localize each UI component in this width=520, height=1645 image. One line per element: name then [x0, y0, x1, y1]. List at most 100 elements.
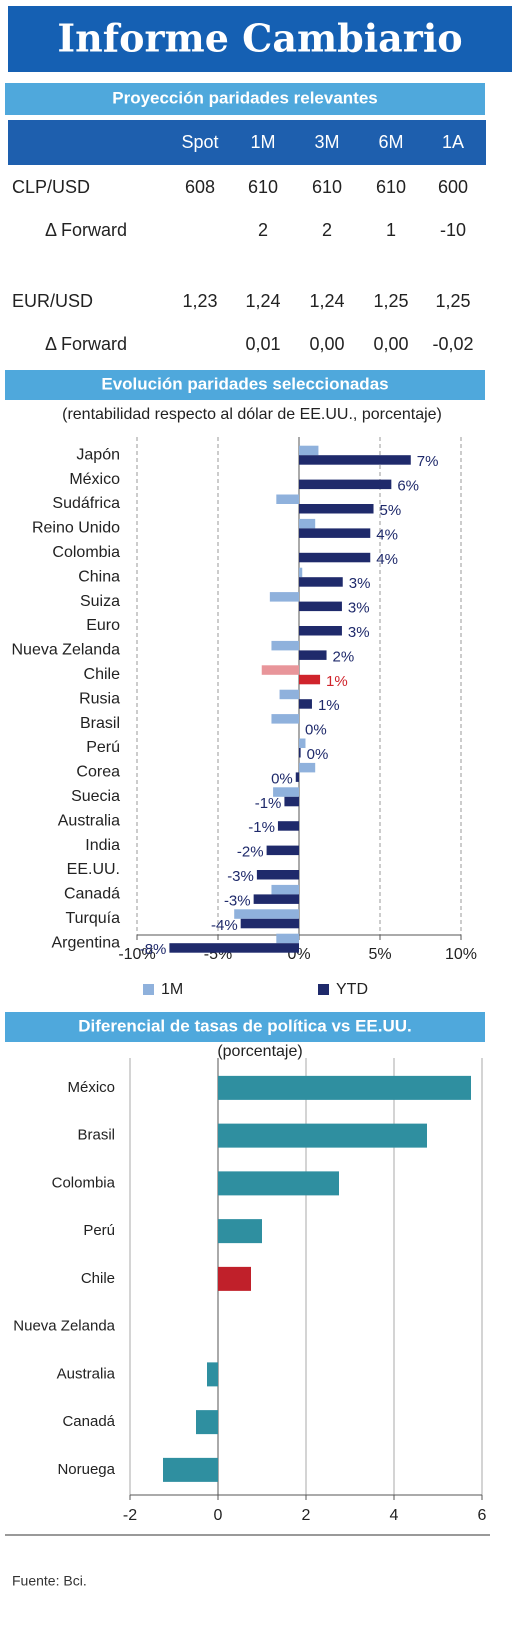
bar — [299, 504, 374, 514]
x-tick-label: 0 — [214, 1507, 223, 1524]
bar — [163, 1457, 218, 1482]
bar — [284, 796, 299, 807]
value-label: 6% — [397, 478, 419, 495]
cell: 2 — [322, 220, 332, 240]
bar — [299, 738, 306, 748]
bar — [276, 933, 299, 944]
category-label: Chile — [84, 666, 121, 683]
bar — [218, 1123, 427, 1148]
category-label: Chile — [81, 1270, 115, 1287]
row-label: Δ Forward — [45, 334, 127, 354]
header-box — [8, 6, 512, 72]
bar — [218, 1075, 471, 1100]
value-label: 3% — [348, 624, 370, 641]
value-label: 0% — [307, 746, 329, 763]
bar — [261, 665, 299, 675]
category-label: Australia — [57, 1365, 116, 1382]
value-label: 3% — [349, 575, 371, 592]
bar — [299, 577, 343, 587]
bar — [269, 592, 299, 602]
bar — [266, 845, 299, 856]
column-header: 1M — [250, 132, 275, 152]
cell: 0,01 — [245, 334, 280, 354]
column-header: 6M — [378, 132, 403, 152]
bar — [271, 884, 299, 895]
category-label: Argentina — [52, 934, 121, 951]
bar — [271, 640, 299, 651]
category-label: Colombia — [52, 1174, 116, 1191]
value-label: -3% — [227, 868, 254, 885]
cell: 0,00 — [309, 334, 344, 354]
table-title: Proyección paridades relevantes — [112, 88, 378, 107]
bar — [299, 567, 303, 578]
category-label: Corea — [76, 764, 120, 781]
column-header: Spot — [181, 132, 218, 152]
bar — [299, 528, 371, 538]
cell: 608 — [185, 177, 215, 197]
cell: 0,00 — [373, 334, 408, 354]
category-label: India — [85, 837, 120, 854]
chart-subtitle: (rentabilidad respecto al dólar de EE.UU… — [62, 406, 442, 423]
bar — [169, 943, 299, 953]
x-tick-label: -2 — [123, 1507, 137, 1524]
legend-label: 1M — [161, 981, 183, 998]
category-label: Canadá — [64, 886, 120, 903]
value-label: 0% — [271, 770, 293, 787]
category-label: Nueva Zelanda — [13, 1318, 115, 1335]
cell: 1,25 — [435, 291, 470, 311]
x-tick-label: 6 — [478, 1507, 487, 1524]
bar — [218, 1266, 251, 1291]
value-label: -4% — [211, 917, 238, 934]
value-label: -8% — [140, 941, 167, 958]
bar — [279, 689, 299, 700]
x-tick-label: 10% — [445, 946, 477, 963]
value-label: -1% — [255, 795, 282, 812]
bar — [234, 909, 299, 919]
column-header: 3M — [314, 132, 339, 152]
value-label: -3% — [224, 892, 251, 909]
cell: 610 — [312, 177, 342, 197]
value-label: -2% — [237, 844, 264, 861]
bar — [276, 494, 299, 504]
row-label: EUR/USD — [12, 291, 93, 311]
cell: -0,02 — [432, 334, 473, 354]
cell: 1,23 — [182, 291, 217, 311]
bar — [299, 479, 392, 490]
table-title-band — [5, 83, 485, 115]
category-label: Brasil — [80, 715, 120, 732]
category-label: Australia — [58, 812, 120, 829]
bar — [299, 699, 312, 709]
cell: 1,24 — [309, 291, 344, 311]
bar — [299, 518, 316, 529]
value-label: 3% — [348, 600, 370, 617]
x-tick-label: 2 — [302, 1507, 311, 1524]
category-label: México — [67, 1079, 115, 1096]
bar — [273, 787, 299, 797]
header-title: Informe Cambiario — [57, 16, 462, 61]
category-label: China — [78, 568, 120, 585]
value-label: 2% — [333, 648, 355, 665]
category-label: Japón — [76, 446, 120, 463]
category-label: Euro — [86, 617, 120, 634]
chart-title: Diferencial de tasas de política vs EE.U… — [78, 1016, 412, 1035]
legend-swatch — [318, 984, 329, 995]
x-tick-label: 4 — [390, 1507, 399, 1524]
category-label: Suiza — [80, 593, 120, 610]
category-label: EE.UU. — [67, 861, 120, 878]
value-label: 0% — [305, 722, 327, 739]
bar — [196, 1410, 218, 1435]
cell: 610 — [376, 177, 406, 197]
chart-title-band — [5, 1012, 485, 1042]
bar — [277, 821, 299, 831]
bar — [218, 1219, 262, 1244]
cell: 1,24 — [245, 291, 280, 311]
legend-swatch — [143, 984, 154, 995]
cell: 1 — [386, 220, 396, 240]
bar — [295, 772, 299, 782]
legend-label: YTD — [336, 981, 368, 998]
bar — [299, 650, 327, 660]
category-label: Reino Unido — [32, 520, 120, 537]
cell: 2 — [258, 220, 268, 240]
bar — [218, 1171, 339, 1196]
